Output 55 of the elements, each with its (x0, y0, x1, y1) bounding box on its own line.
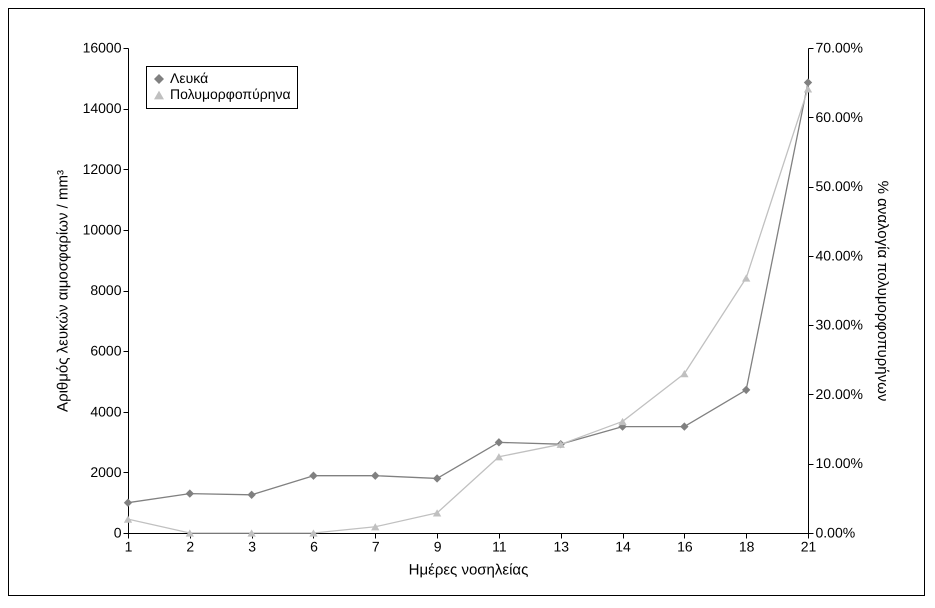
y2-tick-label: 0.00% (816, 524, 856, 540)
y-tick-label: 4000 (90, 403, 122, 420)
y2-axis-title: % αναλογία πολυμορφοπυρήνων (874, 180, 891, 402)
point (309, 472, 318, 480)
y2-tick-label: 60.00% (816, 108, 863, 125)
x-tick-label: 3 (248, 538, 256, 554)
y2-tick-label: 20.00% (816, 386, 863, 402)
point (742, 274, 750, 282)
x-tick-label: 16 (677, 538, 693, 554)
y2-tick-label: 70.00% (816, 40, 863, 56)
point (432, 509, 442, 517)
point (494, 453, 504, 460)
x-axis-title: Ημέρες νοσηλείας (408, 562, 528, 578)
y-tick-label: 2000 (90, 464, 122, 480)
y2-tick-label: 10.00% (816, 455, 863, 472)
y-tick-label: 12000 (82, 160, 122, 177)
y2-tick-label: 50.00% (816, 178, 863, 194)
x-tick-label: 7 (372, 538, 380, 554)
y2-tick-label: 40.00% (816, 247, 863, 264)
x-tick-label: 6 (310, 538, 318, 554)
y-tick-label: 16000 (82, 40, 122, 56)
x-tick-label: 9 (434, 538, 442, 554)
y-tick-label: 0 (114, 524, 122, 540)
point (371, 472, 380, 480)
y-tick-label: 14000 (82, 100, 122, 116)
x-tick-label: 18 (738, 538, 755, 554)
x-tick-label: 14 (615, 538, 632, 554)
point (247, 529, 256, 537)
point (680, 422, 689, 431)
point (247, 490, 256, 499)
point (804, 78, 812, 87)
point (432, 474, 442, 483)
y-tick-label: 6000 (90, 342, 122, 359)
point (124, 498, 132, 507)
y2-tick-label: 30.00% (816, 316, 863, 333)
x-tick-label: 1 (124, 538, 133, 554)
y-tick-label: 8000 (90, 282, 122, 298)
x-tick-label: 21 (800, 538, 816, 554)
point (309, 529, 318, 537)
x-tick-label: 13 (553, 538, 570, 554)
legend-label: Πολυμορφοπύρηνα (170, 86, 291, 102)
point (186, 529, 194, 537)
y-tick-label: 10000 (82, 221, 122, 238)
x-tick-label: 2 (186, 538, 194, 554)
point (494, 438, 504, 447)
point (618, 418, 627, 426)
point (371, 523, 380, 530)
point (186, 489, 194, 498)
y-axis-title: Αριθμός λευκών αιμοσφαρίων / mm³ (54, 170, 72, 412)
point (124, 516, 132, 523)
point (742, 386, 750, 394)
x-tick-label: 11 (492, 538, 507, 554)
point (804, 85, 812, 92)
point (680, 370, 689, 378)
legend-label: Λευκά (170, 70, 208, 86)
